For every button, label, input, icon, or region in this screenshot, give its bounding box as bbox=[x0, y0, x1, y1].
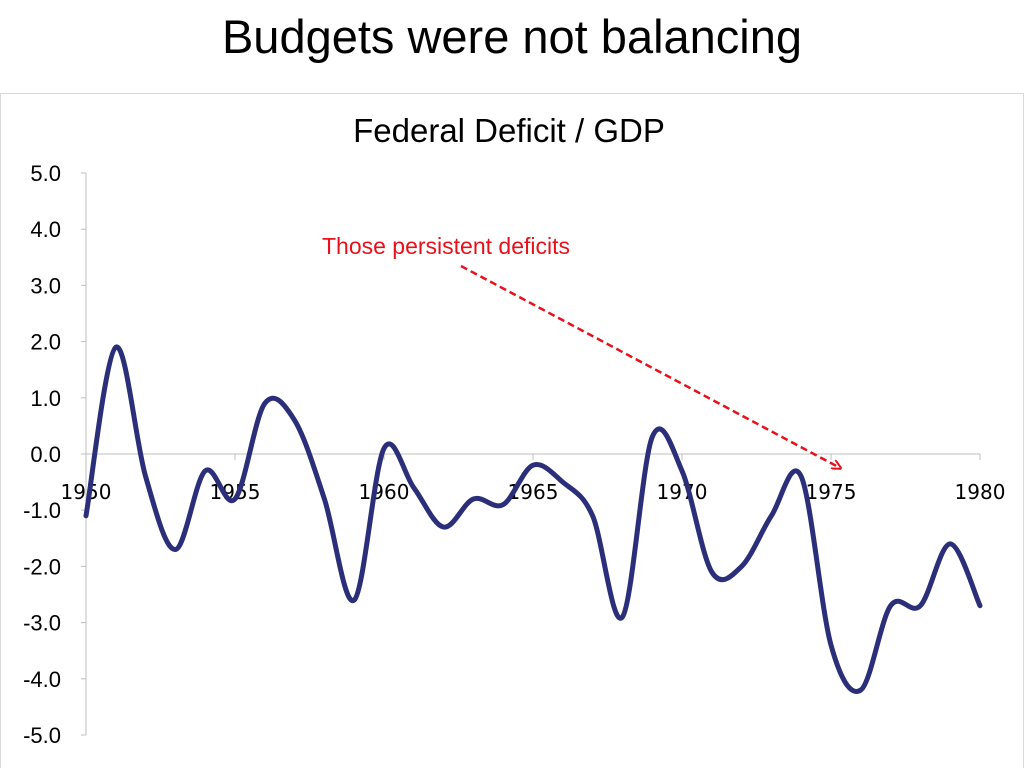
y-tick-label: 4.0 bbox=[30, 217, 61, 242]
series-layer bbox=[83, 344, 983, 694]
y-tick-label: 2.0 bbox=[30, 330, 61, 355]
y-tick-label: -2.0 bbox=[23, 554, 61, 579]
y-tick-label: 3.0 bbox=[30, 273, 61, 298]
slide-title: Budgets were not balancing bbox=[221, 10, 803, 63]
y-tick-label: 5.0 bbox=[30, 161, 61, 186]
y-tick-label: -3.0 bbox=[23, 611, 61, 636]
y-tick-label: -5.0 bbox=[23, 723, 61, 748]
series-line bbox=[83, 344, 983, 694]
chart-frame: Federal Deficit / GDP 5.0 4.0 3.0 2.0 1.0 0.0… bbox=[0, 93, 1024, 768]
x-tick-label: 1975 bbox=[806, 480, 857, 504]
y-tick-label: -1.0 bbox=[23, 498, 61, 523]
annotation-layer: Those persistent deficits bbox=[322, 233, 840, 468]
annotation-label: Those persistent deficits bbox=[322, 233, 570, 259]
deficit-line-chart: Federal Deficit / GDP 5.0 4.0 3.0 2.0 1.0 0.0… bbox=[23, 112, 1006, 748]
x-axis: 1950 1955 1960 1965 1970 1975 1980 bbox=[61, 453, 1006, 504]
y-tick-label: 0.0 bbox=[30, 442, 61, 467]
annotation-arrow bbox=[460, 264, 840, 468]
chart-title: Federal Deficit / GDP bbox=[353, 112, 665, 149]
x-tick-label: 1980 bbox=[955, 480, 1006, 504]
y-axis: 5.0 4.0 3.0 2.0 1.0 0.0 -1.0 -2.0 -3.0 -4.0 -5.0 bbox=[23, 161, 87, 748]
x-tick-label: 1960 bbox=[359, 480, 410, 504]
x-tick-label: 1970 bbox=[657, 480, 708, 504]
y-tick-label: -4.0 bbox=[23, 667, 61, 692]
y-tick-label: 1.0 bbox=[30, 386, 61, 411]
